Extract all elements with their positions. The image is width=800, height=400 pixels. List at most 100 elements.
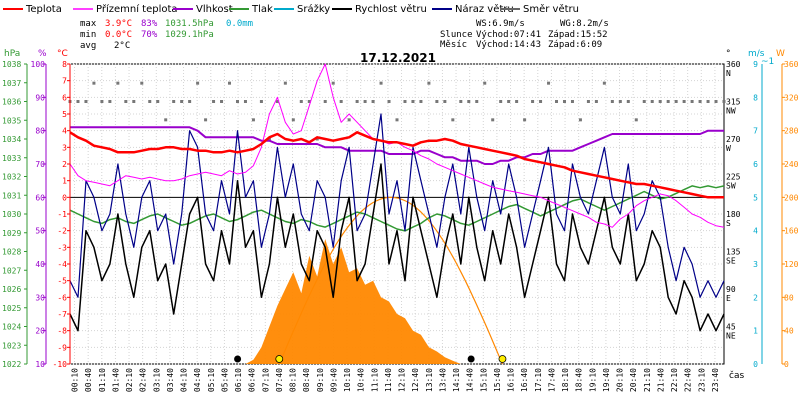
humidity-tick-label: 50 [35,227,45,236]
humidity-tick-label: 60 [35,193,45,202]
direction-name-label: E [726,294,731,303]
stats-max-temp: 3.9°C [105,19,132,29]
temperature-line [69,131,724,199]
legend-label: Tlak [251,4,273,15]
time-tick-label: 09:40 [329,368,338,392]
line-series [69,63,725,332]
wind-direction-point [228,81,232,85]
temperature-tick-label: -8 [57,327,67,336]
time-tick-label: 02:10 [125,368,134,392]
stats-min-pressure: 1029.1hPa [165,30,214,40]
stats-min-temp: 0.0°C [105,30,132,40]
wind-direction-point [674,100,678,103]
direction-name-label: SE [726,257,736,266]
legend-item-humidity: Vlhkost [173,4,233,15]
solar-series [70,196,724,365]
time-tick-label: 23:40 [711,368,720,392]
wind-direction-point [212,100,216,103]
wind-direction-point [355,100,359,103]
wind-direction-point [100,100,104,103]
legend-item-wind-speed: Rychlost větru [332,3,427,15]
direction-name-label: NW [726,107,736,116]
pressure-tick-label: 1023 [2,341,21,350]
pressure-tick-label: 1022 [2,360,21,369]
wind-direction-point [172,100,176,103]
direction-tick-label: 135 [726,248,741,257]
legend-item-temperature: Teplota [3,4,62,15]
stats-max-pressure: 1031.5hPa [165,19,214,29]
wind-direction-point [243,100,247,103]
wind-direction-point [618,100,622,103]
time-tick-label: 06:40 [248,368,257,392]
stats-avg-temp: 2°C [114,41,130,51]
legend-item-ground-temp: Přízemní teplota [73,3,178,15]
temperature-tick-label: 7 [62,77,67,86]
temperature-tick-label: 0 [62,193,67,202]
wind-direction-point [499,100,503,103]
time-tick-label: 23:10 [697,368,706,392]
time-tick-label: 08:40 [302,368,311,392]
legend-label: Teplota [25,4,62,15]
pressure-tick-label: 1032 [2,173,21,182]
humidity-tick-label: 80 [35,127,45,136]
wind-direction-point [515,100,519,103]
solar-tick-label: 240 [784,160,799,169]
pressure-tick-label: 1026 [2,285,21,294]
wind-direction-point [626,100,630,103]
info-sun-rise: Východ:07:41 [476,30,541,40]
wind-direction-point [331,81,335,85]
wind-direction-point [443,100,447,103]
time-tick-label: 19:10 [588,368,597,392]
temperature-tick-label: -4 [57,260,67,269]
wind-direction-point [491,118,495,122]
direction-tick-label: 90 [726,285,736,294]
wind-direction-point [666,100,670,103]
wind-direction-point [116,81,120,85]
solar-tick-label: 280 [784,127,799,136]
time-tick-label: 11:10 [370,368,379,392]
time-tick-label: 09:10 [316,368,325,392]
wind-direction-point [395,118,399,122]
direction-tick-label: 270 [726,135,741,144]
wind-direction-point [220,100,224,103]
wind-direction-point [235,100,239,103]
time-tick-label: 22:40 [684,368,693,392]
solar-tick-label: 360 [784,60,799,69]
info-sun-set: Západ:15:52 [548,30,608,40]
wind-direction-point [586,100,590,103]
time-tick-label: 15:40 [493,368,502,392]
time-tick-label: 00:10 [71,368,80,392]
humidity-tick-label: 100 [31,60,46,69]
wind-direction-point [76,100,80,103]
wind-direction-point [459,100,463,103]
legend-label: Rychlost větru [355,3,427,15]
time-tick-label: 01:40 [111,368,120,392]
moonset-marker [234,355,242,363]
time-tick-label: 21:10 [643,368,652,392]
wind-tick-label: 1 [753,327,758,336]
wind-direction-point [682,100,686,103]
humidity-line [70,126,724,165]
pressure-axis-label: hPa [4,49,20,59]
wind-direction-point [108,100,112,103]
wind-direction-point [92,81,96,85]
humidity-tick-label: 10 [35,360,45,369]
time-tick-label: 14:40 [466,368,475,392]
temperature-tick-label: -10 [53,360,68,369]
temperature-tick-label: -5 [57,277,67,286]
stats-block: max 3.9°C 83% 1031.5hPa 0.0mm min 0.0°C … [80,19,253,51]
wind-direction-point [299,100,303,103]
solar-axis-label: W [776,49,785,59]
pressure-tick-label: 1027 [2,266,21,275]
direction-tick-label: 315 [726,98,741,107]
direction-axis-label: ° [726,49,731,59]
time-tick-label: 13:10 [425,368,434,392]
wind-direction-point [642,100,646,103]
solar-tick-label: 40 [784,327,794,336]
humidity-tick-label: 70 [35,160,45,169]
humidity-axis-label: % [38,49,47,59]
legend-label: Směr větru [523,3,579,15]
wind-direction-point [578,118,582,122]
temperature-tick-label: 6 [62,93,67,102]
wind-direction-point [690,100,694,103]
